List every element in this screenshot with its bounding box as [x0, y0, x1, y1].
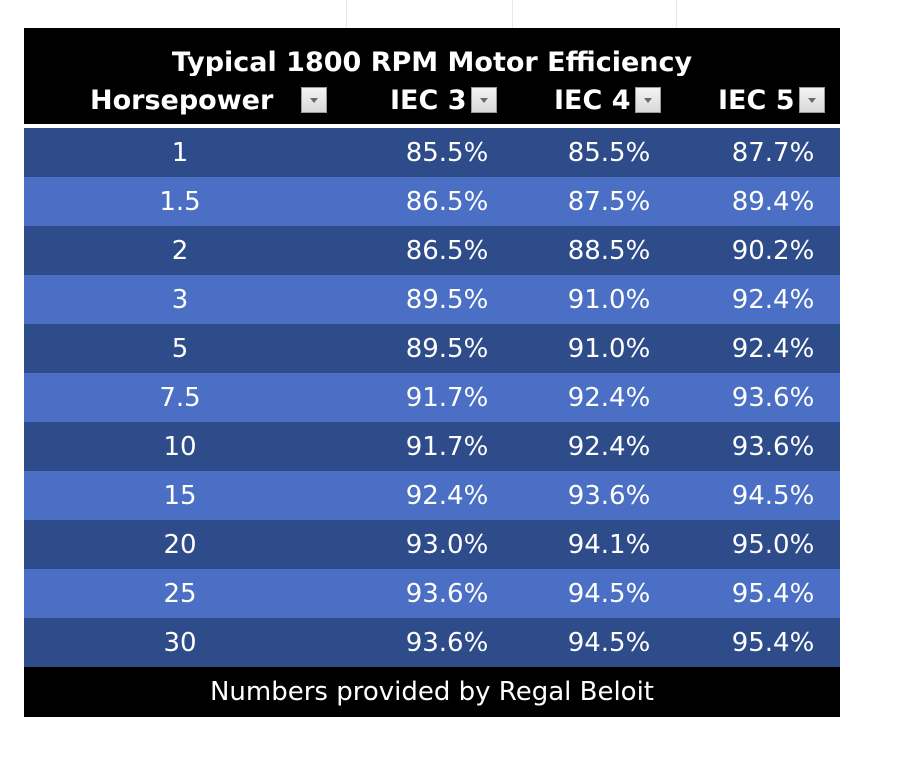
- cell-iec3[interactable]: 89.5%: [405, 333, 489, 364]
- table-title: Typical 1800 RPM Motor Efficiency: [171, 47, 693, 78]
- table-row: 1 85.5% 85.5% 87.7%: [24, 128, 840, 177]
- table-footer: Numbers provided by Regal Beloit: [24, 667, 840, 717]
- header-horsepower: Horsepower: [90, 76, 328, 124]
- table-row: 20 93.0% 94.1% 95.0%: [24, 520, 840, 569]
- filter-dropdown-icon[interactable]: [301, 87, 328, 113]
- header-iec3: IEC 3: [390, 76, 497, 124]
- table-row: 1.5 86.5% 87.5% 89.4%: [24, 177, 840, 226]
- cell-iec4[interactable]: 87.5%: [567, 186, 651, 217]
- cell-iec3[interactable]: 93.6%: [405, 627, 489, 658]
- table-row: 7.5 91.7% 92.4% 93.6%: [24, 373, 840, 422]
- cell-iec3[interactable]: 91.7%: [405, 431, 489, 462]
- cell-horsepower[interactable]: 7.5: [159, 382, 201, 413]
- gridline: [676, 0, 677, 28]
- cell-iec3[interactable]: 86.5%: [405, 235, 489, 266]
- cell-horsepower[interactable]: 15: [163, 480, 197, 511]
- gridline: [512, 0, 513, 28]
- cell-horsepower[interactable]: 20: [163, 529, 197, 560]
- cell-iec5[interactable]: 89.4%: [731, 186, 815, 217]
- table-row: 15 92.4% 93.6% 94.5%: [24, 471, 840, 520]
- table-body: 1 85.5% 85.5% 87.7% 1.5 86.5% 87.5% 89.4…: [24, 128, 840, 667]
- cell-iec3[interactable]: 85.5%: [405, 137, 489, 168]
- cell-horsepower[interactable]: 2: [171, 235, 189, 266]
- cell-horsepower[interactable]: 30: [163, 627, 197, 658]
- cell-iec3[interactable]: 86.5%: [405, 186, 489, 217]
- header-label: IEC 5: [718, 84, 795, 116]
- cell-iec4[interactable]: 91.0%: [567, 284, 651, 315]
- filter-dropdown-icon[interactable]: [470, 87, 497, 113]
- cell-iec5[interactable]: 87.7%: [731, 137, 815, 168]
- cell-iec4[interactable]: 94.5%: [567, 627, 651, 658]
- cell-iec5[interactable]: 95.0%: [731, 529, 815, 560]
- cell-iec4[interactable]: 94.5%: [567, 578, 651, 609]
- header-iec5: IEC 5: [718, 76, 825, 124]
- cell-iec5[interactable]: 93.6%: [731, 431, 815, 462]
- cell-iec5[interactable]: 94.5%: [731, 480, 815, 511]
- cell-horsepower[interactable]: 3: [171, 284, 189, 315]
- header-iec4: IEC 4: [554, 76, 661, 124]
- cell-iec4[interactable]: 91.0%: [567, 333, 651, 364]
- cell-iec5[interactable]: 90.2%: [731, 235, 815, 266]
- cell-iec5[interactable]: 95.4%: [731, 578, 815, 609]
- gridline: [346, 0, 347, 28]
- source-note: Numbers provided by Regal Beloit: [209, 677, 655, 707]
- cell-horsepower[interactable]: 25: [163, 578, 197, 609]
- cell-iec3[interactable]: 93.0%: [405, 529, 489, 560]
- cell-horsepower[interactable]: 10: [163, 431, 197, 462]
- cell-iec4[interactable]: 92.4%: [567, 431, 651, 462]
- cell-iec4[interactable]: 92.4%: [567, 382, 651, 413]
- cell-iec3[interactable]: 93.6%: [405, 578, 489, 609]
- cell-horsepower[interactable]: 1.5: [159, 186, 201, 217]
- table-header-row: Horsepower IEC 3 IEC 4 IEC 5: [24, 76, 840, 128]
- table-row: 5 89.5% 91.0% 92.4%: [24, 324, 840, 373]
- cell-iec5[interactable]: 92.4%: [731, 284, 815, 315]
- table-row: 2 86.5% 88.5% 90.2%: [24, 226, 840, 275]
- table-row: 30 93.6% 94.5% 95.4%: [24, 618, 840, 667]
- cell-iec3[interactable]: 92.4%: [405, 480, 489, 511]
- cell-horsepower[interactable]: 1: [171, 137, 189, 168]
- table-row: 3 89.5% 91.0% 92.4%: [24, 275, 840, 324]
- table-row: 10 91.7% 92.4% 93.6%: [24, 422, 840, 471]
- header-label: Horsepower: [90, 84, 274, 116]
- cell-iec4[interactable]: 93.6%: [567, 480, 651, 511]
- filter-dropdown-icon[interactable]: [634, 87, 661, 113]
- cell-iec3[interactable]: 89.5%: [405, 284, 489, 315]
- cell-iec4[interactable]: 88.5%: [567, 235, 651, 266]
- efficiency-table: Typical 1800 RPM Motor Efficiency Horsep…: [24, 28, 840, 717]
- cell-iec5[interactable]: 95.4%: [731, 627, 815, 658]
- cell-iec4[interactable]: 94.1%: [567, 529, 651, 560]
- cell-iec5[interactable]: 93.6%: [731, 382, 815, 413]
- cell-iec5[interactable]: 92.4%: [731, 333, 815, 364]
- cell-iec4[interactable]: 85.5%: [567, 137, 651, 168]
- cell-horsepower[interactable]: 5: [171, 333, 189, 364]
- table-title-row: Typical 1800 RPM Motor Efficiency: [24, 28, 840, 78]
- header-label: IEC 4: [554, 84, 631, 116]
- filter-dropdown-icon[interactable]: [798, 87, 825, 113]
- cell-iec3[interactable]: 91.7%: [405, 382, 489, 413]
- table-row: 25 93.6% 94.5% 95.4%: [24, 569, 840, 618]
- header-label: IEC 3: [390, 84, 467, 116]
